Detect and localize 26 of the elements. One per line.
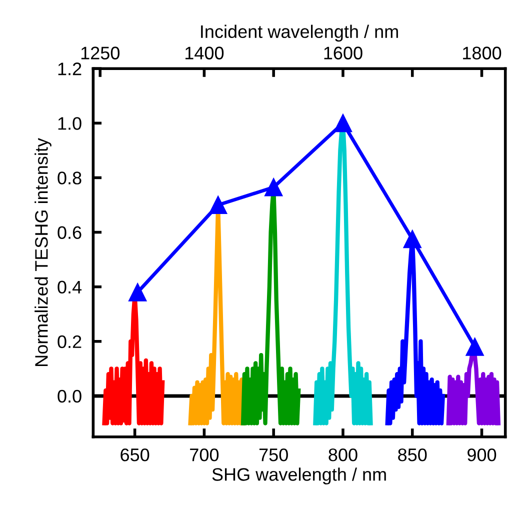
point [264, 178, 283, 196]
y-tick-label: 0.8 [58, 172, 82, 184]
x2-tick-label: 1250 [81, 46, 120, 60]
y-tick-label: 0.0 [58, 390, 82, 403]
y-tick-label: 0.4 [58, 280, 82, 294]
x-tick-label: 850 [398, 448, 427, 462]
x2-tick-label: 1800 [463, 46, 502, 60]
x2-tick-label: 1400 [186, 46, 224, 60]
x-tick-label: 650 [120, 448, 150, 462]
x-tick-label: 900 [468, 448, 496, 462]
y-tick-label: 0.2 [58, 335, 82, 348]
point [334, 114, 352, 132]
x-tick-label: 700 [190, 448, 219, 462]
point [128, 283, 147, 302]
x-tick-label: 800 [328, 448, 358, 462]
x2-axis-title: Incident wavelength / nm [201, 24, 398, 42]
x-axis-title: SHG wavelength / nm [212, 468, 386, 484]
point [466, 338, 484, 356]
point [209, 196, 228, 214]
y-axis-title: Normalized TESHG intensity [34, 138, 52, 366]
y-tick-label: 1.0 [58, 117, 82, 130]
y-tick-label: 0.6 [58, 226, 82, 239]
x-tick-label: 750 [259, 448, 288, 462]
y-tick-label: 1.2 [58, 62, 82, 76]
x2-tick-label: 1600 [324, 46, 362, 60]
point [403, 230, 422, 248]
